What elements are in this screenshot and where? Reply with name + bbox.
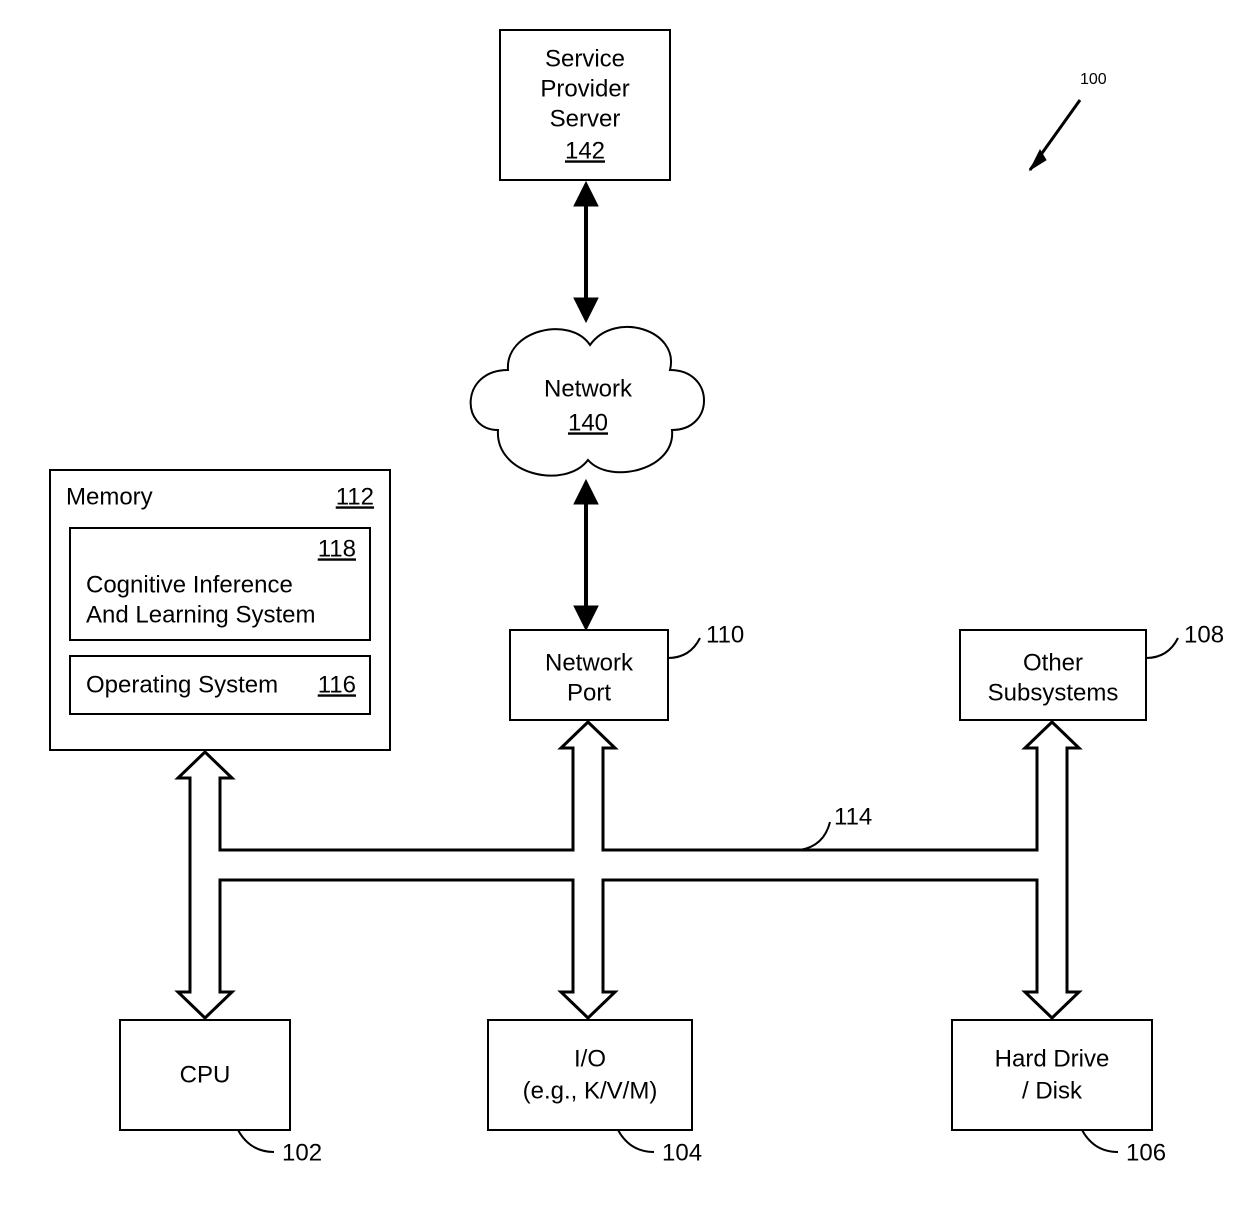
server-cloud-arrow-up-icon: [574, 182, 598, 206]
edge-bus: 114: [178, 722, 1079, 1018]
node-network-port: Network Port 110: [510, 621, 744, 720]
node-io: I/O (e.g., K/V/M) 104: [488, 1020, 702, 1166]
node-cognitive-inference-system: 118 Cognitive Inference And Learning Sys…: [70, 528, 370, 640]
cpu-callout: 102: [282, 1139, 322, 1166]
io-line2: (e.g., K/V/M): [523, 1077, 658, 1104]
service-provider-line2: Provider: [540, 75, 629, 102]
cloud-port-arrow-down-icon: [574, 606, 598, 630]
other-subsystems-line1: Other: [1023, 649, 1083, 676]
network-cloud-ref: 140: [568, 409, 608, 436]
node-network-cloud: Network 140: [471, 327, 704, 476]
bus-callout: 114: [834, 803, 872, 830]
service-provider-ref: 142: [565, 137, 605, 164]
other-subsystems-callout: 108: [1184, 621, 1224, 648]
network-port-callout: 110: [706, 621, 744, 648]
network-port-callout-hook: [668, 638, 700, 658]
io-line1: I/O: [574, 1045, 606, 1072]
network-port-line2: Port: [567, 679, 611, 706]
io-box: [488, 1020, 692, 1130]
cils-line1: Cognitive Inference: [86, 571, 293, 598]
network-port-line1: Network: [545, 649, 634, 676]
edge-server-to-cloud: [574, 182, 598, 322]
cloud-port-arrow-up-icon: [574, 480, 598, 504]
cpu-line1: CPU: [180, 1061, 231, 1088]
cils-ref: 118: [318, 535, 356, 562]
server-cloud-arrow-down-icon: [574, 298, 598, 322]
node-other-subsystems: Other Subsystems 108: [960, 621, 1224, 720]
network-cloud-label: Network: [544, 375, 633, 402]
node-cpu: CPU 102: [120, 1020, 322, 1166]
memory-ref: 112: [336, 483, 374, 510]
node-hard-drive: Hard Drive / Disk 106: [952, 1020, 1166, 1166]
figure-ref-label: 100: [1080, 71, 1107, 88]
memory-title: Memory: [66, 483, 153, 510]
node-memory: Memory 112 118 Cognitive Inference And L…: [50, 470, 390, 750]
service-provider-line1: Service: [545, 45, 625, 72]
hard-drive-callout-hook: [1082, 1130, 1118, 1152]
node-operating-system: Operating System 116: [70, 656, 370, 714]
bus-callout-hook: [800, 822, 830, 850]
other-subsystems-line2: Subsystems: [988, 679, 1119, 706]
cpu-callout-hook: [238, 1130, 274, 1152]
hard-drive-box: [952, 1020, 1152, 1130]
other-subsystems-callout-hook: [1146, 638, 1178, 658]
io-callout: 104: [662, 1139, 702, 1166]
system-architecture-diagram: 100 Service Provider Server 142 Network …: [0, 0, 1240, 1204]
cils-line2: And Learning System: [86, 601, 315, 628]
edge-cloud-to-port: [574, 480, 598, 630]
figure-callout: 100: [1030, 71, 1107, 170]
os-ref: 116: [318, 671, 356, 698]
os-line1: Operating System: [86, 671, 278, 698]
hard-drive-line1: Hard Drive: [995, 1045, 1110, 1072]
node-service-provider-server: Service Provider Server 142: [500, 30, 670, 180]
service-provider-line3: Server: [550, 105, 621, 132]
hard-drive-line2: / Disk: [1022, 1077, 1083, 1104]
io-callout-hook: [618, 1130, 654, 1152]
bus-outline: [178, 722, 1079, 1018]
hard-drive-callout: 106: [1126, 1139, 1166, 1166]
